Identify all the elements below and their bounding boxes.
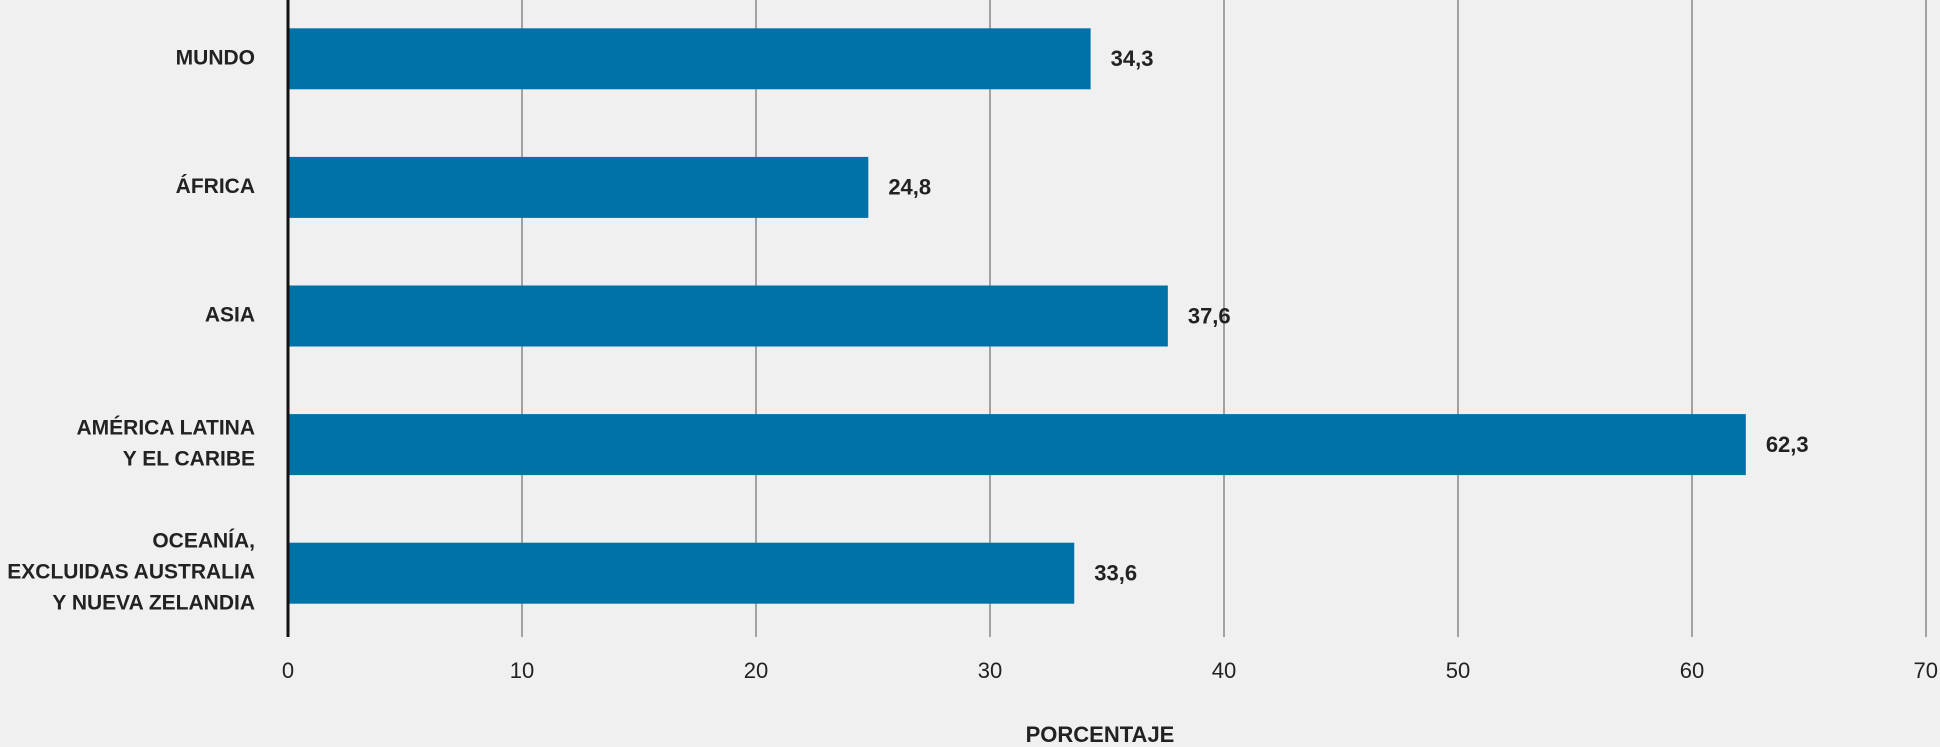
bar <box>288 542 1075 604</box>
value-label: 34,3 <box>1111 46 1154 71</box>
x-tick-label: 70 <box>1914 658 1938 683</box>
x-tick-label: 0 <box>282 658 294 683</box>
bar <box>288 156 869 218</box>
x-tick-label: 40 <box>1212 658 1236 683</box>
y-tick-label: OCEANÍA, EXCLUIDAS AUSTRALIA Y NUEVA ZELAN… <box>7 529 255 614</box>
bar <box>288 28 1091 90</box>
y-tick-label: AMÉRICA LATINA Y EL CARIBE <box>77 416 255 470</box>
bar <box>288 414 1746 476</box>
x-tick-label: 50 <box>1446 658 1470 683</box>
x-tick-label: 30 <box>978 658 1002 683</box>
y-tick-label: ÁFRICA <box>176 174 255 197</box>
bar <box>288 285 1168 347</box>
x-axis-title: PORCENTAJE <box>1026 722 1175 747</box>
x-tick-label: 10 <box>510 658 534 683</box>
value-label: 24,8 <box>888 175 931 200</box>
x-tick-label: 60 <box>1680 658 1704 683</box>
value-label: 33,6 <box>1094 561 1137 586</box>
value-label: 37,6 <box>1188 303 1231 328</box>
value-label: 62,3 <box>1766 432 1809 457</box>
x-tick-label: 20 <box>744 658 768 683</box>
y-tick-label: MUNDO <box>176 46 255 69</box>
y-tick-label: ASIA <box>205 303 255 326</box>
